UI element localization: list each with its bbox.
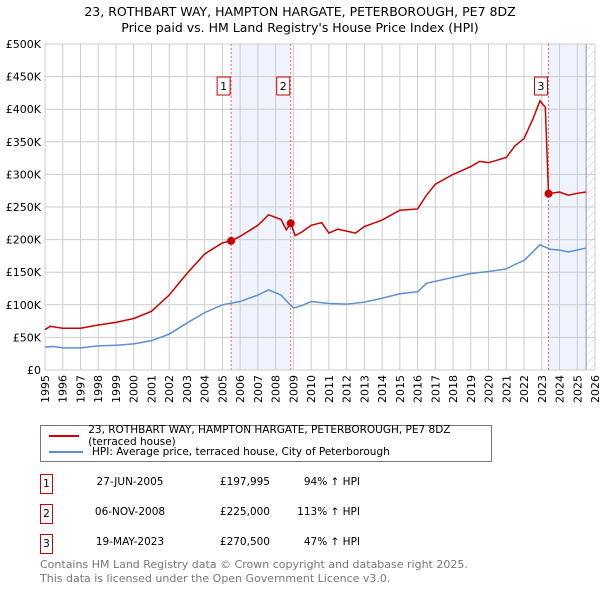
price-chart: 1995 1996 1997 1998 1999 2000 2001 2002 2003 2004… [6,38,600,403]
legend-item-hpi: HPI: Average price, terraced house, City… [49,445,390,459]
sale-label: 3 [538,80,545,93]
legend-swatch [49,451,83,453]
x-tick-label: 2017 [429,375,442,403]
x-tick-label: 2020 [483,375,496,403]
y-tick-label: £500K [6,38,42,51]
x-tick-label: 2008 [270,375,283,403]
x-tick-label: 2001 [145,375,158,403]
x-tick-label: 2009 [287,375,300,403]
x-tick-label: 2000 [128,375,141,403]
y-tick-label: £0 [27,364,41,377]
y-tick-label: £450K [6,71,42,84]
chart-subtitle: Price paid vs. HM Land Registry's House … [121,20,479,35]
x-tick-label: 2010 [305,375,318,403]
chart-title: 23, ROTHBART WAY, HAMPTON HARGATE, PETER… [84,4,516,19]
legend-label: 23, ROTHBART WAY, HAMPTON HARGATE, PETER… [88,424,451,448]
sale-price: £270,500 [219,536,270,548]
x-tick-label: 2022 [518,375,531,403]
sale-date: 27-JUN-2005 [96,476,164,488]
sale-label-box [216,76,231,96]
x-tick-label: 2019 [465,375,478,403]
y-tick-label: £150K [6,266,42,279]
x-tick-label: 1999 [110,375,123,403]
sale-point [544,189,553,198]
x-tick-label: 2016 [412,375,425,403]
sale-date: 06-NOV-2008 [94,506,166,518]
sale-label: 2 [280,80,287,93]
x-tick-label: 2013 [358,375,371,403]
x-tick-label: 2006 [234,375,247,403]
y-tick-label: £250K [6,201,42,214]
x-tick-label: 1996 [57,375,70,403]
sale-point [227,236,236,245]
y-tick-label: £200K [6,234,42,247]
x-tick-label: 2003 [181,375,194,403]
legend-label: HPI: Average price, terraced house, City… [92,446,390,458]
sale-badge: 1 [40,474,53,494]
x-tick-label: 2023 [536,375,549,403]
x-tick-label: 2012 [341,375,354,403]
legend-item-property: 23, ROTHBART WAY, HAMPTON HARGATE, PETER… [49,424,491,448]
sale-badge: 2 [40,504,53,524]
y-tick-label: £100K [6,299,42,312]
footer-copyright: Contains HM Land Registry data © Crown c… [40,558,468,571]
x-tick-label: 2002 [163,375,176,403]
x-tick-label: 2004 [199,375,212,403]
sale-badge: 3 [40,534,53,554]
x-tick-label: 2018 [447,375,460,403]
x-tick-label: 2026 [589,375,600,403]
sale-label-box [276,76,291,96]
x-tick-label: 2025 [571,375,584,403]
x-tick-label: 2021 [500,375,513,403]
series-line [44,243,587,349]
sale-point [286,219,295,228]
sale-price: £225,000 [219,506,270,518]
footer-licence: This data is licensed under the Open Gov… [40,572,391,585]
sale-hpi: 113% ↑ HPI [297,506,360,518]
x-tick-label: 1997 [74,375,87,403]
x-tick-label: 1995 [39,375,52,403]
legend: 23, ROTHBART WAY, HAMPTON HARGATE, PETER… [40,424,492,462]
x-tick-label: 1998 [92,375,105,403]
sale-label: 1 [220,80,227,93]
y-tick-label: £400K [6,103,42,116]
legend-swatch [49,435,80,437]
y-tick-label: £50K [13,331,42,344]
x-tick-label: 2024 [554,375,567,403]
x-tick-label: 2007 [252,375,265,403]
y-tick-label: £300K [6,168,42,181]
sale-date: 19-MAY-2023 [95,536,165,548]
sale-label-box [534,76,549,96]
x-tick-label: 2015 [394,375,407,403]
x-tick-label: 2014 [376,375,389,403]
sale-price: £197,995 [219,476,270,488]
x-tick-label: 2011 [323,375,336,403]
series-line [44,99,587,331]
y-tick-label: £350K [6,136,42,149]
x-tick-label: 2005 [216,375,229,403]
sale-hpi: 94% ↑ HPI [303,476,360,488]
sale-hpi: 47% ↑ HPI [303,536,360,548]
